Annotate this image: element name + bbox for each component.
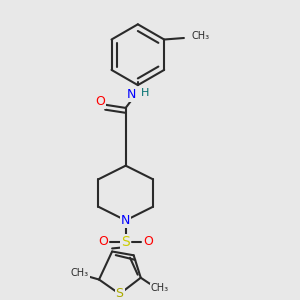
Text: N: N: [121, 214, 130, 227]
Text: O: O: [95, 95, 105, 108]
Text: N: N: [127, 88, 136, 101]
Text: H: H: [141, 88, 150, 98]
Text: S: S: [116, 287, 124, 300]
Text: CH₃: CH₃: [191, 32, 210, 41]
Text: O: O: [143, 235, 153, 248]
Text: CH₃: CH₃: [151, 284, 169, 293]
Text: CH₃: CH₃: [71, 268, 89, 278]
Text: O: O: [98, 235, 108, 248]
Text: S: S: [121, 235, 130, 249]
